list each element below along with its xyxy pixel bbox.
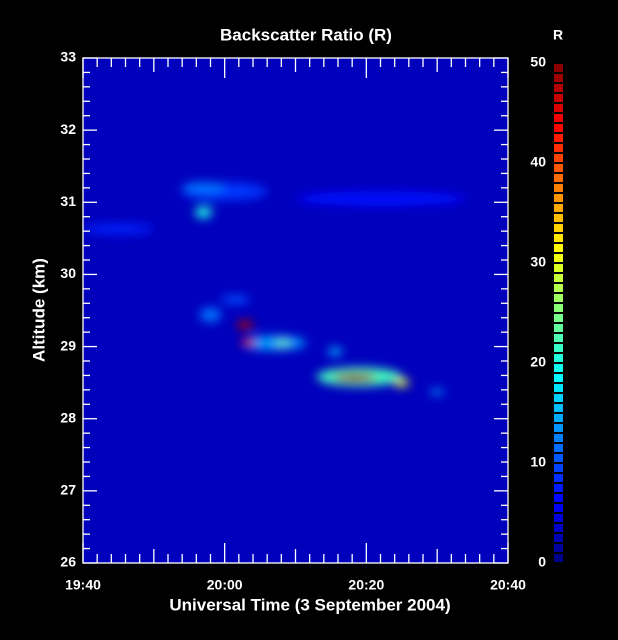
colorbar-cell <box>554 84 563 92</box>
colorbar-cell <box>554 364 563 372</box>
x-axis-label: Universal Time (3 September 2004) <box>169 595 450 614</box>
colorbar-cell <box>554 414 563 422</box>
colorbar-cell <box>554 124 563 132</box>
colorbar-cell <box>554 104 563 112</box>
colorbar-cell <box>554 284 563 292</box>
colorbar-cell <box>554 214 563 222</box>
colorbar-cell <box>554 494 563 502</box>
colorbar-cell <box>554 324 563 332</box>
colorbar-cell <box>554 484 563 492</box>
colorbar-tick-label: 40 <box>530 154 546 170</box>
colorbar-cell <box>554 274 563 282</box>
colorbar-cell <box>554 74 563 82</box>
heatmap-feature <box>328 347 343 356</box>
heatmap-field <box>83 182 466 395</box>
colorbar-cell <box>554 554 563 562</box>
colorbar-cell <box>554 534 563 542</box>
colorbar-cell <box>554 234 563 242</box>
heatmap-feature <box>194 206 212 219</box>
y-tick-label: 33 <box>60 49 76 65</box>
colorbar-cell <box>554 374 563 382</box>
colorbar-cell <box>554 354 563 362</box>
colorbar-cell <box>554 544 563 552</box>
colorbar-cell <box>554 224 563 232</box>
colorbar-cell <box>554 464 563 472</box>
colorbar-cell <box>554 244 563 252</box>
colorbar-cell <box>554 304 563 312</box>
heatmap-feature <box>221 295 250 305</box>
heatmap-feature <box>236 320 254 330</box>
chart-title: Backscatter Ratio (R) <box>220 25 392 44</box>
heatmap-feature <box>240 338 256 346</box>
y-tick-label: 28 <box>60 409 76 425</box>
colorbar-cell <box>554 334 563 342</box>
colorbar-cell <box>554 474 563 482</box>
colorbar-tick-label: 50 <box>530 54 546 70</box>
heatmap-feature <box>199 307 222 323</box>
colorbar-cell <box>554 64 563 72</box>
colorbar-cell <box>554 184 563 192</box>
plot-frame <box>82 57 509 564</box>
colorbar-cell <box>554 424 563 432</box>
x-tick-label: 20:00 <box>207 577 243 593</box>
x-tick-label: 20:40 <box>490 577 526 593</box>
heatmap-feature <box>333 373 377 382</box>
heatmap-feature <box>83 223 154 235</box>
colorbar-cell <box>554 174 563 182</box>
heatmap-feature <box>242 335 307 351</box>
colorbar-cell <box>554 434 563 442</box>
colorbar-cell <box>554 254 563 262</box>
colorbar-cell <box>554 294 563 302</box>
colorbar-cell <box>554 94 563 102</box>
colorbar-cell <box>554 514 563 522</box>
colorbar-cell <box>554 394 563 402</box>
colorbar-cell <box>554 264 563 272</box>
heatmap-feature <box>295 191 466 206</box>
colorbar-cell <box>554 404 563 412</box>
colorbar-cell <box>554 444 563 452</box>
heatmap-feature <box>394 378 409 387</box>
colorbar-tick-label: 30 <box>530 254 546 270</box>
colorbar-cell <box>554 504 563 512</box>
colorbar-cell <box>554 164 563 172</box>
heatmap-feature <box>182 182 225 194</box>
y-tick-label: 31 <box>60 193 76 209</box>
axes: 19:40 20:00 20:20 20:40 26 27 28 29 30 31 32 33 0 10 2… <box>60 49 563 593</box>
colorbar-cell <box>554 114 563 122</box>
x-tick-label: 20:20 <box>348 577 384 593</box>
y-tick-label: 32 <box>60 121 76 137</box>
y-tick-label: 26 <box>60 554 76 570</box>
heatmap-background <box>83 58 508 563</box>
colorbar-cell <box>554 134 563 142</box>
colorbar-cell <box>554 314 563 322</box>
colorbar-label: R <box>553 27 563 43</box>
heatmap-feature <box>275 340 290 346</box>
colorbar-cell <box>554 344 563 352</box>
plot-area <box>83 58 508 563</box>
colorbar-cell <box>554 204 563 212</box>
y-axis-label: Altitude (km) <box>29 258 48 362</box>
colorbar-cell <box>554 384 563 392</box>
y-tick-label: 30 <box>60 265 76 281</box>
x-tick-label: 19:40 <box>65 577 101 593</box>
heatmap-feature <box>430 389 445 395</box>
colorbar-tick-label: 10 <box>530 454 546 470</box>
colorbar-cell <box>554 144 563 152</box>
colorbar-tick-label: 20 <box>530 354 546 370</box>
y-tick-label: 29 <box>60 337 76 353</box>
colorbar-cell <box>554 154 563 162</box>
colorbar-cell <box>554 194 563 202</box>
y-tick-label: 27 <box>60 482 76 498</box>
colorbar-tick-label: 0 <box>538 554 546 570</box>
colorbar-cell <box>554 524 563 532</box>
colorbar-cell <box>554 454 563 462</box>
